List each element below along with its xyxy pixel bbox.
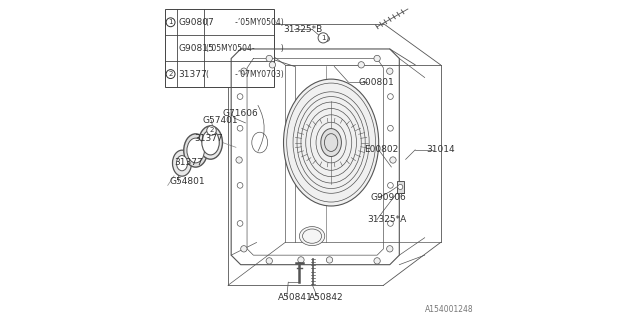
Text: 31377: 31377 (175, 158, 204, 167)
Circle shape (166, 18, 175, 27)
Circle shape (207, 126, 216, 135)
Circle shape (318, 33, 328, 43)
Text: G90807: G90807 (178, 18, 214, 27)
Text: E00802: E00802 (364, 145, 398, 154)
Text: G90906: G90906 (370, 193, 406, 202)
Text: A50842: A50842 (309, 292, 344, 301)
Text: 2: 2 (168, 71, 173, 77)
Text: 1: 1 (168, 19, 173, 25)
Text: A154001248: A154001248 (425, 305, 474, 314)
Text: 31325*A: 31325*A (367, 215, 406, 224)
Ellipse shape (173, 150, 191, 176)
Ellipse shape (284, 79, 379, 206)
Text: 31014: 31014 (426, 145, 455, 154)
Text: 2: 2 (209, 127, 214, 133)
Circle shape (387, 68, 393, 74)
Text: G54801: G54801 (170, 177, 205, 186)
Circle shape (269, 62, 276, 68)
Text: G71606: G71606 (223, 108, 259, 117)
Circle shape (390, 157, 396, 163)
Circle shape (358, 62, 364, 68)
Circle shape (387, 246, 393, 252)
Circle shape (236, 157, 243, 163)
Circle shape (374, 258, 380, 264)
Circle shape (298, 257, 304, 263)
Circle shape (326, 257, 333, 263)
Circle shape (397, 184, 403, 189)
Text: G00801: G00801 (358, 78, 394, 87)
Text: (           -’07MY0703): ( -’07MY0703) (206, 69, 284, 79)
Text: 31325*B: 31325*B (284, 25, 323, 34)
Circle shape (166, 70, 175, 78)
Bar (397, 180, 404, 193)
Text: 1: 1 (321, 35, 325, 41)
Circle shape (266, 258, 273, 264)
Circle shape (241, 68, 247, 74)
Circle shape (266, 55, 273, 62)
Ellipse shape (321, 129, 341, 156)
Text: G90815: G90815 (178, 44, 214, 53)
Text: (’05MY0504-           ): (’05MY0504- ) (206, 44, 284, 53)
Ellipse shape (177, 156, 188, 171)
Text: 31377: 31377 (194, 134, 223, 143)
Circle shape (324, 36, 330, 41)
Ellipse shape (300, 227, 324, 246)
Ellipse shape (187, 138, 204, 163)
Text: A50841: A50841 (278, 292, 313, 301)
Ellipse shape (184, 134, 207, 167)
Circle shape (374, 55, 380, 62)
Circle shape (241, 246, 247, 252)
Ellipse shape (198, 126, 223, 159)
Bar (164, 9, 274, 87)
Text: (           -’05MY0504): ( -’05MY0504) (206, 18, 284, 27)
Text: G57401: G57401 (203, 116, 238, 125)
Text: 31377: 31377 (178, 69, 207, 79)
Ellipse shape (202, 130, 220, 155)
